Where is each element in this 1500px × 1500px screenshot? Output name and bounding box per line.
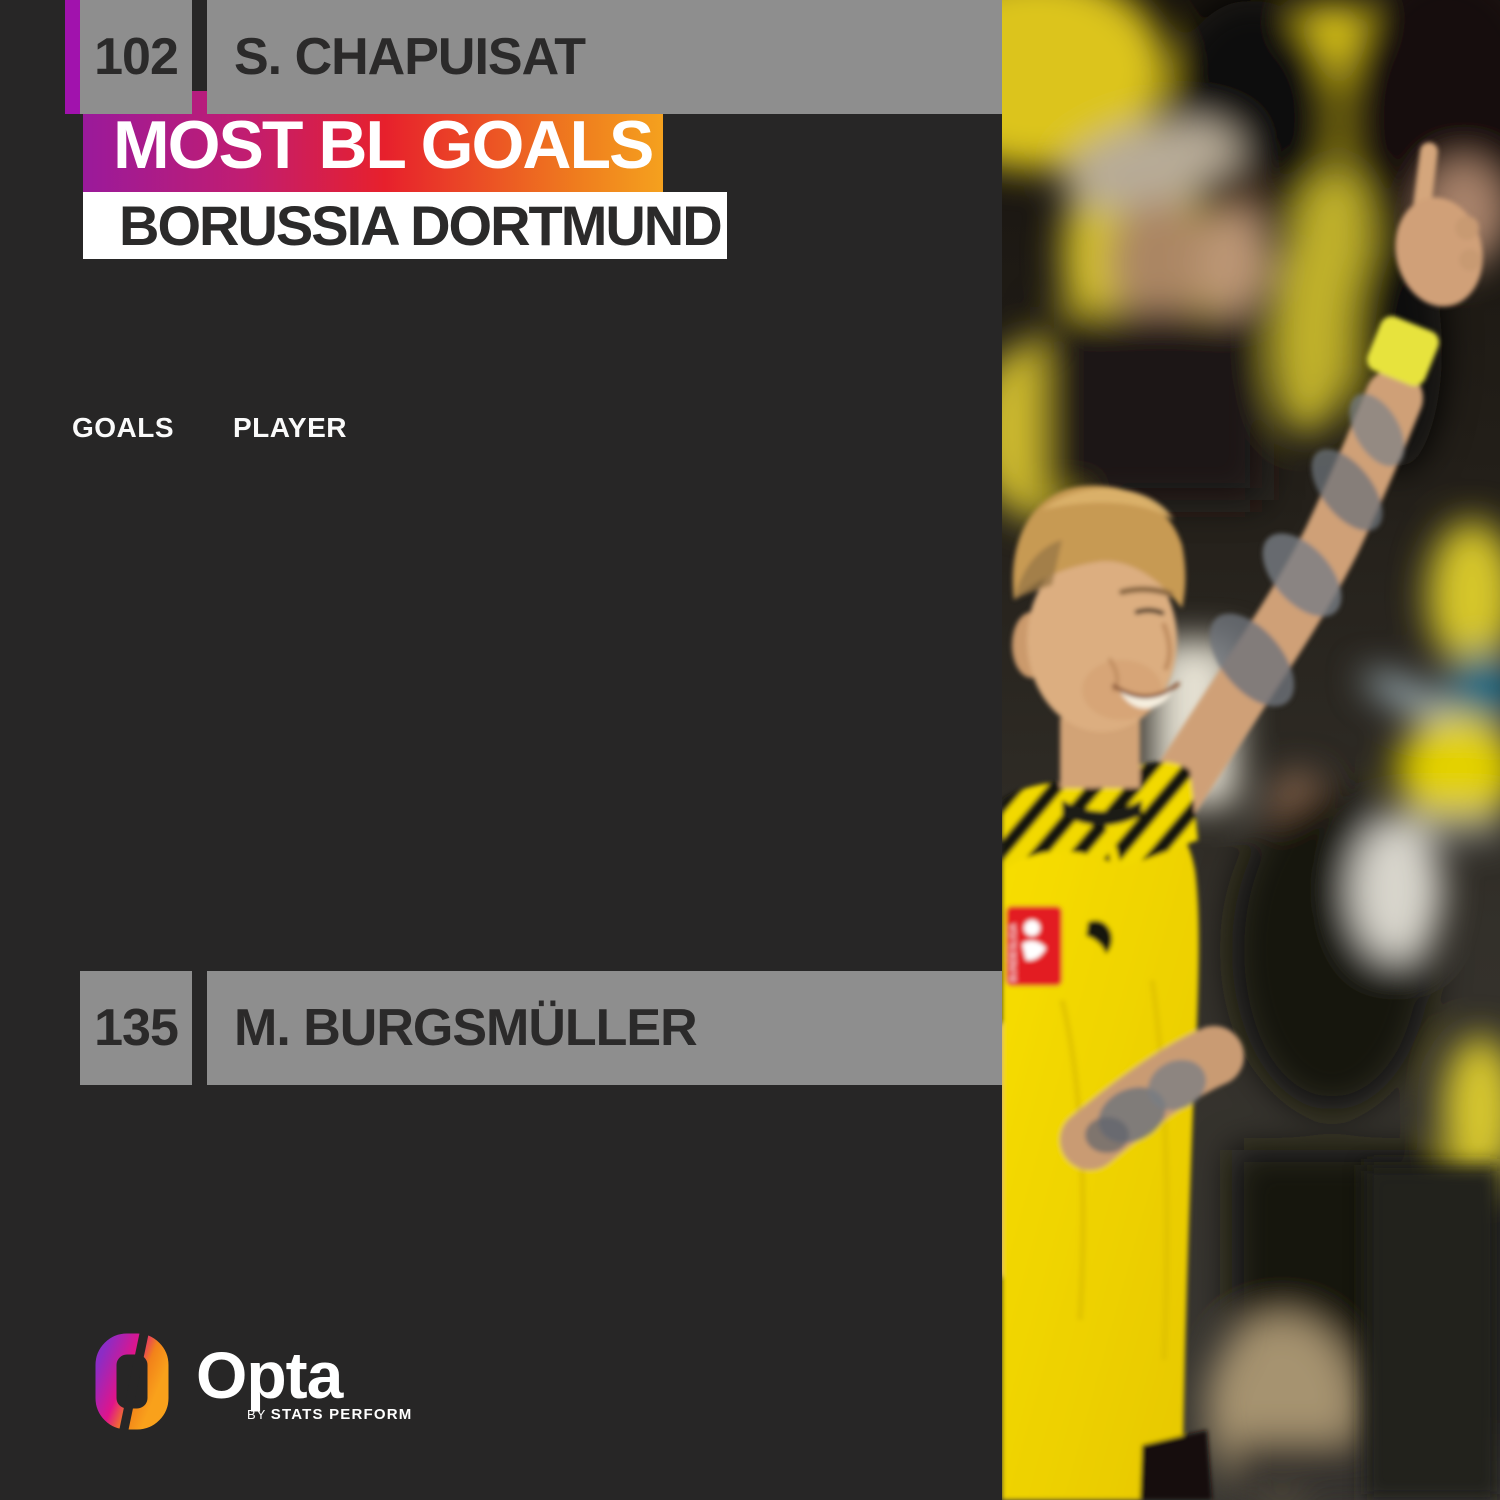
page-title: MOST BL GOALS xyxy=(113,106,654,183)
cell-divider xyxy=(192,971,207,1085)
column-header-player: PLAYER xyxy=(233,412,348,443)
player-name: M. BURGSMÜLLER xyxy=(234,999,698,1057)
goals-cell: 102 xyxy=(80,0,192,114)
opta-wordmark: Opta xyxy=(196,1338,343,1412)
tagline-brand: STATS PERFORM xyxy=(270,1406,413,1423)
player-cell: M. BURGSMÜLLER xyxy=(207,971,1002,1085)
column-header-goals: GOALS xyxy=(72,412,175,443)
highlight-accent-bar xyxy=(65,0,80,114)
page-subtitle: BORUSSIA DORTMUND xyxy=(119,193,723,257)
table-row: 102 S. CHAPUISAT xyxy=(65,0,1002,114)
table-row: 135 M. BURGSMÜLLER xyxy=(65,971,1002,1085)
subtitle-banner: BORUSSIA DORTMUND xyxy=(83,192,727,259)
row-accent-bar xyxy=(65,0,80,114)
goals-cell: 135 xyxy=(80,971,192,1085)
opta-tagline: BY STATS PERFORM xyxy=(247,1406,413,1424)
goals-value: 135 xyxy=(94,999,179,1057)
player-photo: BUNDESLIGA xyxy=(1002,0,1500,1500)
bundesliga-badge: BUNDESLIGA xyxy=(1006,906,1062,986)
cell-divider xyxy=(192,0,207,114)
goals-value: 102 xyxy=(94,28,179,86)
opta-logo xyxy=(95,1333,169,1430)
row-accent-bar xyxy=(65,971,80,1085)
stats-panel: MOST BL GOALS BORUSSIA DORTMUND GOALS PL… xyxy=(65,0,1002,1443)
opta-branding: Opta BY STATS PERFORM xyxy=(95,1333,515,1443)
badge-label: BUNDESLIGA xyxy=(1008,924,1018,982)
tagline-by: BY xyxy=(247,1407,267,1422)
player-cell: S. CHAPUISAT xyxy=(207,0,1002,114)
player-name: S. CHAPUISAT xyxy=(234,28,586,86)
